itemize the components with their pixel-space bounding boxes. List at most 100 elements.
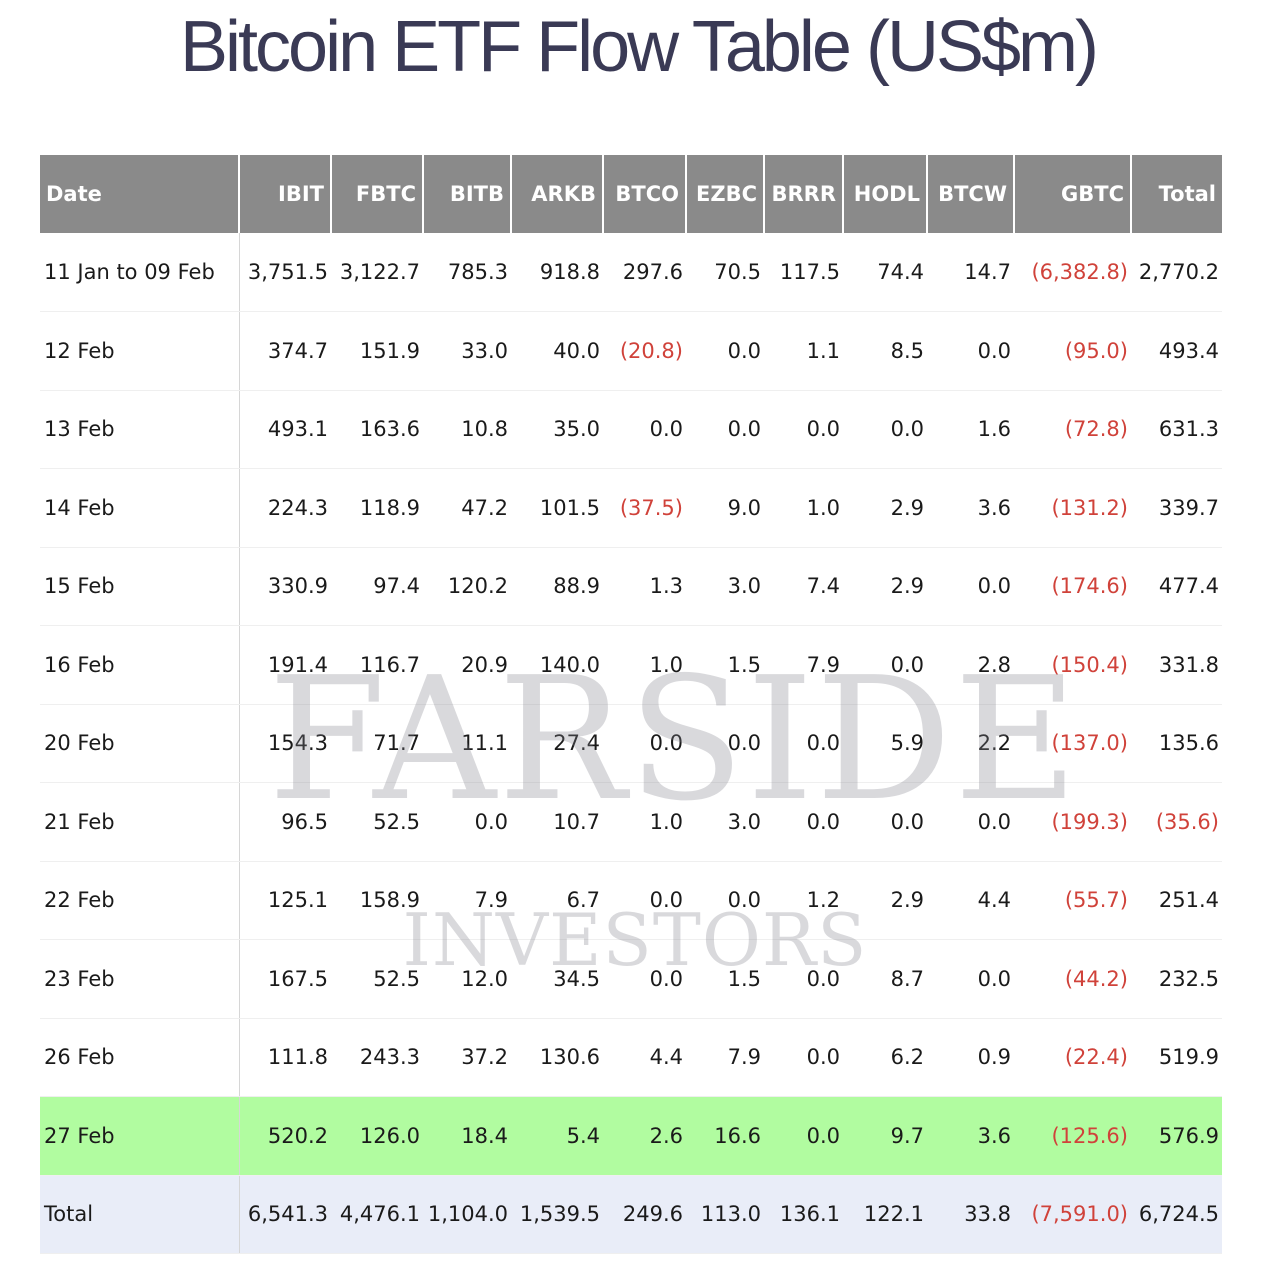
value-cell: 10.7 (511, 782, 603, 862)
value-cell: 1,104.0 (423, 1175, 511, 1254)
value-cell: 477.4 (1131, 547, 1222, 626)
value-cell: 7.9 (686, 1018, 764, 1097)
value-cell: 34.5 (511, 939, 603, 1019)
date-cell: 12 Feb (40, 311, 240, 391)
value-cell: 297.6 (603, 233, 686, 312)
date-cell: 13 Feb (40, 390, 240, 469)
value-cell: 135.6 (1131, 704, 1222, 783)
etf-flow-table: Date IBIT FBTC BITB ARKB BTCO EZBC BRRR … (40, 155, 1222, 1254)
value-cell: 493.1 (239, 390, 331, 469)
value-cell: 12.0 (423, 939, 511, 1019)
value-cell: 331.8 (1131, 625, 1222, 705)
value-cell: (95.0) (1014, 311, 1131, 391)
header-ibit: IBIT (239, 155, 332, 233)
value-cell: 5.9 (843, 704, 927, 783)
value-cell: 111.8 (239, 1018, 331, 1097)
value-cell: 4,476.1 (331, 1175, 423, 1254)
value-cell: (137.0) (1014, 704, 1131, 783)
header-date: Date (40, 155, 240, 233)
page-title: Bitcoin ETF Flow Table (US$m) (180, 7, 1099, 87)
value-cell: 2.9 (843, 547, 927, 626)
value-cell: 0.0 (843, 782, 927, 862)
value-cell: 0.0 (686, 861, 764, 940)
value-cell: 1.0 (603, 782, 686, 862)
value-cell: 52.5 (331, 939, 423, 1019)
value-cell: (199.3) (1014, 782, 1131, 862)
value-cell: 71.7 (331, 704, 423, 783)
date-cell: 21 Feb (40, 782, 240, 862)
value-cell: 116.7 (331, 625, 423, 705)
value-cell: 0.0 (764, 1018, 843, 1097)
value-cell: 2.6 (603, 1096, 686, 1176)
table-body: 11 Jan to 09 Feb 3,751.5 3,122.7 785.3 918.8… (40, 233, 1222, 1254)
value-cell: 10.8 (423, 390, 511, 469)
date-cell: 16 Feb (40, 625, 240, 705)
value-cell: 7.9 (423, 861, 511, 940)
value-cell: (37.5) (603, 468, 686, 548)
value-cell: 224.3 (239, 468, 331, 548)
date-cell: 14 Feb (40, 468, 240, 548)
value-cell: 1.5 (686, 939, 764, 1019)
value-cell: 0.0 (764, 1096, 843, 1176)
date-cell: 20 Feb (40, 704, 240, 783)
value-cell: 35.0 (511, 390, 603, 469)
value-cell: 158.9 (331, 861, 423, 940)
value-cell: 0.0 (927, 547, 1014, 626)
value-cell: 374.7 (239, 311, 331, 391)
value-cell: 249.6 (603, 1175, 686, 1254)
table-row: 22 Feb 125.1 158.9 7.9 6.7 0.0 0.0 1.2 2.9 4.4 (55… (40, 861, 1222, 940)
value-cell: 7.4 (764, 547, 843, 626)
value-cell: 631.3 (1131, 390, 1222, 469)
value-cell: 493.4 (1131, 311, 1222, 391)
value-cell: (174.6) (1014, 547, 1131, 626)
flow-table-container: Date IBIT FBTC BITB ARKB BTCO EZBC BRRR … (40, 155, 1222, 1254)
date-cell: 15 Feb (40, 547, 240, 626)
value-cell: 232.5 (1131, 939, 1222, 1019)
value-cell: (72.8) (1014, 390, 1131, 469)
value-cell: 11.1 (423, 704, 511, 783)
value-cell: 2,770.2 (1131, 233, 1222, 312)
value-cell: 2.9 (843, 468, 927, 548)
value-cell: (150.4) (1014, 625, 1131, 705)
value-cell: 125.1 (239, 861, 331, 940)
value-cell: (7,591.0) (1014, 1175, 1131, 1254)
header-btco: BTCO (603, 155, 687, 233)
value-cell: 519.9 (1131, 1018, 1222, 1097)
value-cell: 1.3 (603, 547, 686, 626)
value-cell: 151.9 (331, 311, 423, 391)
value-cell: 18.4 (423, 1096, 511, 1176)
value-cell: (20.8) (603, 311, 686, 391)
value-cell: 136.1 (764, 1175, 843, 1254)
table-header-row: Date IBIT FBTC BITB ARKB BTCO EZBC BRRR … (40, 155, 1222, 233)
table-row: 26 Feb 111.8 243.3 37.2 130.6 4.4 7.9 0.0 6.2 0.9… (40, 1018, 1222, 1097)
value-cell: (22.4) (1014, 1018, 1131, 1097)
table-row: 11 Jan to 09 Feb 3,751.5 3,122.7 785.3 918.8… (40, 233, 1222, 312)
value-cell: 918.8 (511, 233, 603, 312)
value-cell: 0.0 (764, 782, 843, 862)
date-cell: 22 Feb (40, 861, 240, 940)
value-cell: 0.0 (686, 311, 764, 391)
value-cell: 3.0 (686, 547, 764, 626)
header-hodl: HODL (843, 155, 928, 233)
value-cell: (35.6) (1131, 782, 1222, 862)
value-cell: 1.6 (927, 390, 1014, 469)
value-cell: 0.0 (603, 939, 686, 1019)
value-cell: 0.0 (927, 311, 1014, 391)
value-cell: 1.0 (764, 468, 843, 548)
value-cell: 1.0 (603, 625, 686, 705)
value-cell: 52.5 (331, 782, 423, 862)
header-btcw: BTCW (927, 155, 1015, 233)
table-row: 13 Feb 493.1 163.6 10.8 35.0 0.0 0.0 0.0 0.0 1.6(… (40, 390, 1222, 469)
value-cell: 339.7 (1131, 468, 1222, 548)
header-brrr: BRRR (764, 155, 844, 233)
table-row: 14 Feb 224.3 118.9 47.2 101.5 (37.5) 9.0 1.0 2.9… (40, 468, 1222, 548)
total-row: Total 6,541.3 4,476.1 1,104.0 1,539.5 249.6 11… (40, 1175, 1222, 1254)
value-cell: 2.2 (927, 704, 1014, 783)
header-ezbc: EZBC (686, 155, 765, 233)
value-cell: 251.4 (1131, 861, 1222, 940)
value-cell: 4.4 (603, 1018, 686, 1097)
value-cell: 3,122.7 (331, 233, 423, 312)
value-cell: 0.0 (764, 704, 843, 783)
value-cell: 163.6 (331, 390, 423, 469)
value-cell: 1,539.5 (511, 1175, 603, 1254)
